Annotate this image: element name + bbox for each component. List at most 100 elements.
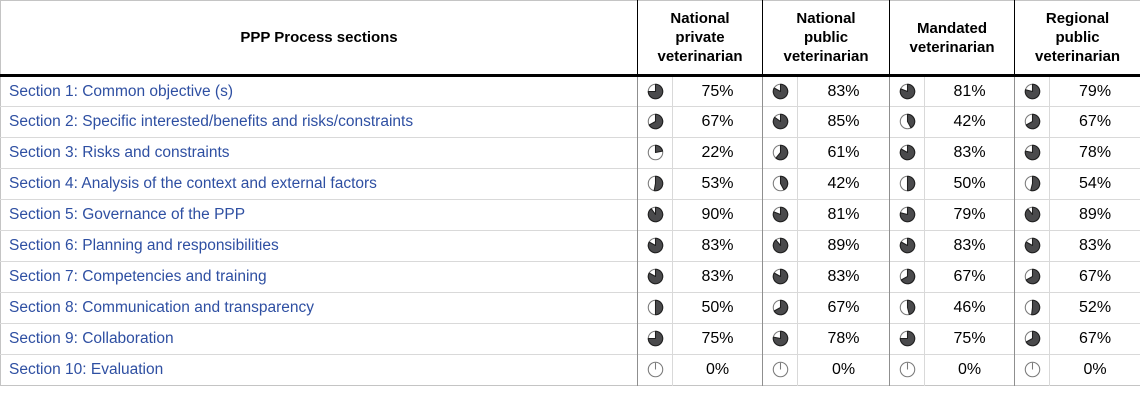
- pie-cell: [889, 261, 926, 293]
- pie-cell: [889, 323, 926, 355]
- percentage-value: 75%: [924, 323, 1015, 355]
- pie-cell: [637, 106, 673, 138]
- table-row: Section 8: Communication and transparenc…: [0, 292, 1140, 324]
- pie-icon: [647, 114, 663, 130]
- pie-icon: [1024, 269, 1040, 285]
- pie-icon: [1024, 114, 1040, 130]
- percentage-value: 81%: [797, 199, 890, 231]
- pie-icon: [647, 362, 663, 378]
- pie-icon: [772, 362, 788, 378]
- percentage-value: 53%: [672, 168, 763, 200]
- pie-cell: [762, 292, 799, 324]
- pie-cell: [1014, 354, 1051, 386]
- pie-cell: [762, 323, 799, 355]
- pie-cell: [1014, 292, 1051, 324]
- table-row: Section 1: Common objective (s) 75% 83% 81%…: [0, 75, 1140, 107]
- percentage-value: 50%: [924, 168, 1015, 200]
- percentage-value: 79%: [924, 199, 1015, 231]
- pie-cell: [889, 137, 926, 169]
- table-title: PPP Process sections: [0, 0, 638, 77]
- pie-icon: [899, 114, 915, 130]
- table-row: Section 7: Competencies and training 83% 8…: [0, 261, 1140, 293]
- percentage-value: 0%: [924, 354, 1015, 386]
- pie-icon: [899, 269, 915, 285]
- pie-icon: [772, 300, 788, 316]
- pie-icon: [647, 269, 663, 285]
- pie-icon: [772, 238, 788, 254]
- pie-icon: [899, 176, 915, 192]
- pie-cell: [1014, 75, 1051, 107]
- percentage-value: 46%: [924, 292, 1015, 324]
- percentage-value: 81%: [924, 75, 1015, 107]
- pie-icon: [647, 207, 663, 223]
- percentage-value: 83%: [1049, 230, 1140, 262]
- pie-icon: [647, 176, 663, 192]
- percentage-value: 75%: [672, 323, 763, 355]
- pie-icon: [772, 207, 788, 223]
- pie-icon: [772, 114, 788, 130]
- percentage-value: 67%: [797, 292, 890, 324]
- section-label: Section 2: Specific interested/benefits …: [0, 106, 638, 138]
- section-label: Section 7: Competencies and training: [0, 261, 638, 293]
- percentage-value: 42%: [797, 168, 890, 200]
- percentage-value: 52%: [1049, 292, 1140, 324]
- pie-icon: [647, 238, 663, 254]
- table-row: Section 10: Evaluation 0% 0% 0% 0%: [0, 354, 1140, 386]
- pie-icon: [647, 145, 663, 161]
- pie-icon: [647, 83, 663, 100]
- pie-cell: [889, 168, 926, 200]
- pie-cell: [889, 292, 926, 324]
- pie-cell: [762, 75, 799, 107]
- percentage-value: 83%: [672, 230, 763, 262]
- pie-cell: [1014, 261, 1051, 293]
- pie-icon: [1024, 176, 1040, 192]
- pie-cell: [889, 230, 926, 262]
- percentage-value: 0%: [1049, 354, 1140, 386]
- pie-cell: [762, 168, 799, 200]
- pie-icon: [1024, 362, 1040, 378]
- pie-cell: [762, 261, 799, 293]
- pie-cell: [889, 354, 926, 386]
- pie-cell: [762, 230, 799, 262]
- percentage-value: 89%: [797, 230, 890, 262]
- pie-icon: [647, 300, 663, 316]
- percentage-value: 83%: [672, 261, 763, 293]
- pie-cell: [1014, 137, 1051, 169]
- percentage-value: 67%: [1049, 323, 1140, 355]
- pie-cell: [637, 168, 673, 200]
- percentage-value: 61%: [797, 137, 890, 169]
- section-label: Section 3: Risks and constraints: [0, 137, 638, 169]
- percentage-value: 67%: [1049, 106, 1140, 138]
- pie-cell: [1014, 106, 1051, 138]
- section-label: Section 10: Evaluation: [0, 354, 638, 386]
- percentage-value: 83%: [797, 75, 890, 107]
- percentage-value: 42%: [924, 106, 1015, 138]
- percentage-value: 78%: [1049, 137, 1140, 169]
- pie-icon: [899, 83, 915, 100]
- data-table: PPP Process sections National private ve…: [0, 0, 1140, 386]
- percentage-value: 67%: [672, 106, 763, 138]
- section-label: Section 1: Common objective (s): [0, 75, 638, 107]
- percentage-value: 75%: [672, 75, 763, 107]
- pie-icon: [1024, 300, 1040, 316]
- pie-cell: [889, 106, 926, 138]
- section-label: Section 4: Analysis of the context and e…: [0, 168, 638, 200]
- percentage-value: 83%: [924, 137, 1015, 169]
- percentage-value: 67%: [1049, 261, 1140, 293]
- pie-icon: [1024, 331, 1040, 347]
- pie-cell: [637, 75, 673, 107]
- pie-icon: [772, 145, 788, 161]
- pie-icon: [772, 83, 788, 100]
- table-row: Section 6: Planning and responsibilities…: [0, 230, 1140, 262]
- table-body: Section 1: Common objective (s) 75% 83% 81%…: [0, 75, 1140, 386]
- column-header: Mandated veterinarian: [889, 0, 1015, 77]
- pie-cell: [1014, 230, 1051, 262]
- pie-icon: [647, 331, 663, 347]
- pie-cell: [637, 137, 673, 169]
- column-header: National public veterinarian: [762, 0, 890, 77]
- pie-icon: [899, 362, 915, 378]
- table-row: Section 3: Risks and constraints 22% 61% 83…: [0, 137, 1140, 169]
- percentage-value: 54%: [1049, 168, 1140, 200]
- pie-cell: [637, 261, 673, 293]
- pie-cell: [637, 323, 673, 355]
